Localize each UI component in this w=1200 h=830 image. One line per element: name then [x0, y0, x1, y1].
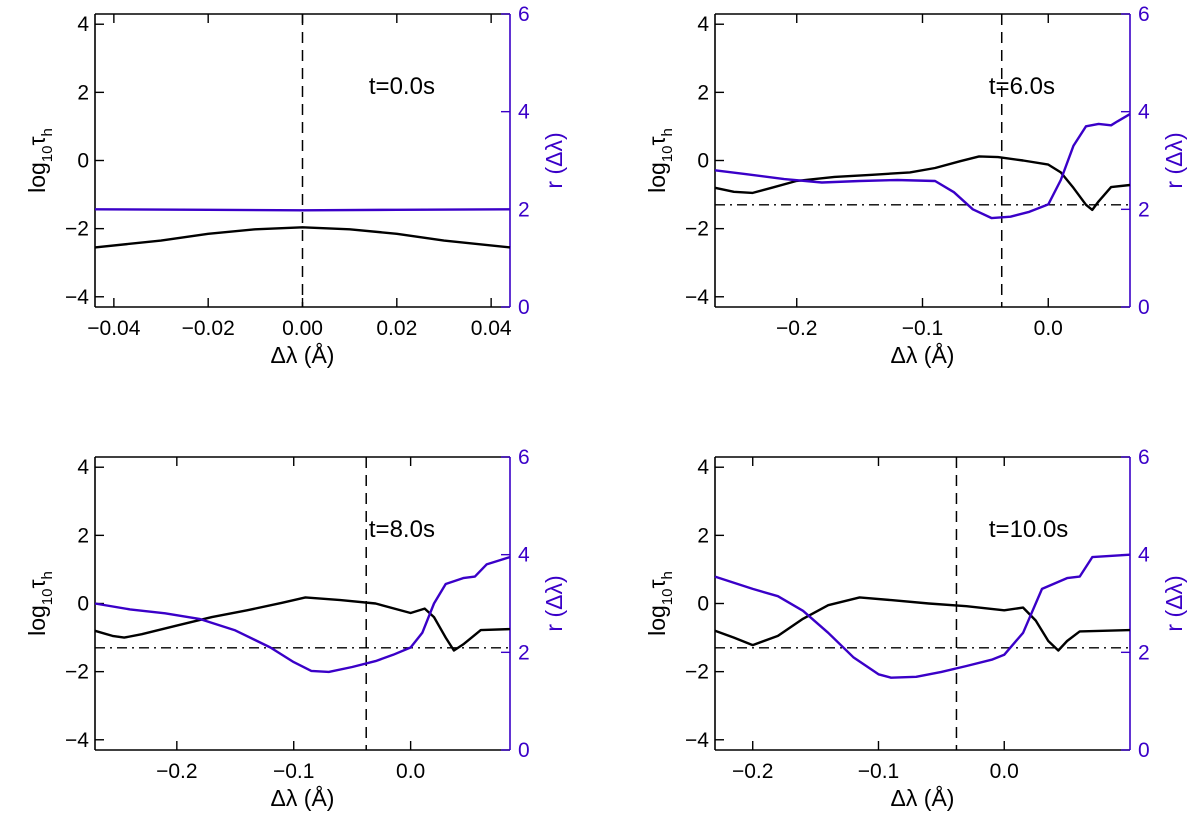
- tau-curve: [94, 226, 511, 249]
- y-tick-label: 2: [697, 81, 709, 104]
- r-curve: [94, 555, 511, 674]
- x-tick-label: 0.04: [471, 317, 512, 340]
- y-tick-label: −2: [65, 661, 89, 684]
- time-annotation: t=10.0s: [989, 516, 1068, 543]
- y-tick-label: −2: [685, 661, 709, 684]
- y-tick-label: −4: [685, 286, 709, 309]
- x-tick-label: −0.2: [156, 760, 197, 783]
- y2-tick-label: 4: [518, 544, 530, 567]
- x-tick-label: 0.02: [376, 317, 417, 340]
- y2-tick-label: 0: [1138, 739, 1150, 762]
- panel-3: −0.2 −0.1 0.0 −4 −2 0 2 4 0 2 4 6 Δλ (Å) log10τh r (Δλ…: [24, 446, 567, 811]
- y-tick-label: 0: [697, 593, 709, 616]
- tau-curve: [94, 596, 511, 652]
- y2-axis-label: r (Δλ): [541, 575, 567, 631]
- y-tick-label: −4: [65, 729, 89, 752]
- y-tick-label: 4: [77, 456, 89, 479]
- y2-tick-label: 2: [1138, 641, 1150, 664]
- y-tick-label: 2: [697, 524, 709, 547]
- x-tick-label: −0.1: [273, 760, 314, 783]
- panel-2: −0.2 −0.1 0.0 −4 −2 0 2 4 0 2 4 6 Δλ (Å) log10τh r (Δλ…: [644, 3, 1187, 368]
- y-tick-label: 4: [77, 13, 89, 36]
- y2-tick-label: 6: [1138, 3, 1150, 26]
- y2-tick-label: 6: [1138, 446, 1150, 469]
- y-tick-label: 2: [77, 81, 89, 104]
- x-tick-label: −0.02: [182, 317, 235, 340]
- y-axis-label: log10τh: [644, 128, 676, 193]
- r-curve: [714, 113, 1131, 220]
- tau-curve: [714, 596, 1131, 652]
- x-axis-label: Δλ (Å): [271, 784, 335, 811]
- r-curve: [94, 208, 511, 212]
- y-tick-label: 2: [77, 524, 89, 547]
- x-tick-label: −0.1: [902, 317, 943, 340]
- x-axis-label: Δλ (Å): [891, 784, 955, 811]
- tau-curve: [714, 155, 1131, 212]
- x-tick-label: 0.00: [282, 317, 323, 340]
- y-tick-label: 0: [77, 150, 89, 173]
- y-tick-label: −4: [685, 729, 709, 752]
- x-tick-label: 0.0: [396, 760, 425, 783]
- panel-1: −0.04 −0.02 0.00 0.02 0.04 −4 −2 0 2 4 0 2 4 6 Δλ (Å) l…: [24, 3, 567, 368]
- y2-tick-label: 0: [518, 296, 530, 319]
- x-axis-label: Δλ (Å): [271, 341, 335, 368]
- y2-tick-label: 2: [518, 198, 530, 221]
- y2-tick-label: 4: [1138, 544, 1150, 567]
- y2-axis-label: r (Δλ): [1161, 132, 1187, 188]
- x-axis-label: Δλ (Å): [891, 341, 955, 368]
- x-tick-label: −0.2: [732, 760, 773, 783]
- y2-tick-label: 4: [518, 101, 530, 124]
- panel-4: −0.2 −0.1 0.0 −4 −2 0 2 4 0 2 4 6 Δλ (Å) log10τh r (Δλ…: [644, 446, 1187, 811]
- x-tick-label: −0.1: [858, 760, 899, 783]
- time-annotation: t=6.0s: [989, 73, 1055, 100]
- y-axis-label: log10τh: [24, 128, 56, 193]
- y-axis-label: log10τh: [644, 571, 676, 636]
- y2-tick-label: 6: [518, 3, 530, 26]
- y2-tick-label: 2: [1138, 198, 1150, 221]
- y-tick-label: 4: [697, 13, 709, 36]
- time-annotation: t=8.0s: [369, 516, 435, 543]
- y2-tick-label: 4: [1138, 101, 1150, 124]
- y-tick-label: 0: [77, 593, 89, 616]
- y2-axis-label: r (Δλ): [1161, 575, 1187, 631]
- y2-tick-label: 6: [518, 446, 530, 469]
- x-tick-label: −0.2: [776, 317, 817, 340]
- y-axis-label: log10τh: [24, 571, 56, 636]
- y2-axis-label: r (Δλ): [541, 132, 567, 188]
- r-curve: [714, 553, 1131, 679]
- y-tick-label: 4: [697, 456, 709, 479]
- y-tick-label: −4: [65, 286, 89, 309]
- y-tick-label: −2: [685, 218, 709, 241]
- y2-tick-label: 2: [518, 641, 530, 664]
- y-tick-label: 0: [697, 150, 709, 173]
- y2-tick-label: 0: [1138, 296, 1150, 319]
- y-tick-label: −2: [65, 218, 89, 241]
- x-tick-label: −0.04: [87, 317, 140, 340]
- y2-tick-label: 0: [518, 739, 530, 762]
- x-tick-label: 0.0: [1034, 317, 1063, 340]
- x-tick-label: 0.0: [990, 760, 1019, 783]
- time-annotation: t=0.0s: [369, 73, 435, 100]
